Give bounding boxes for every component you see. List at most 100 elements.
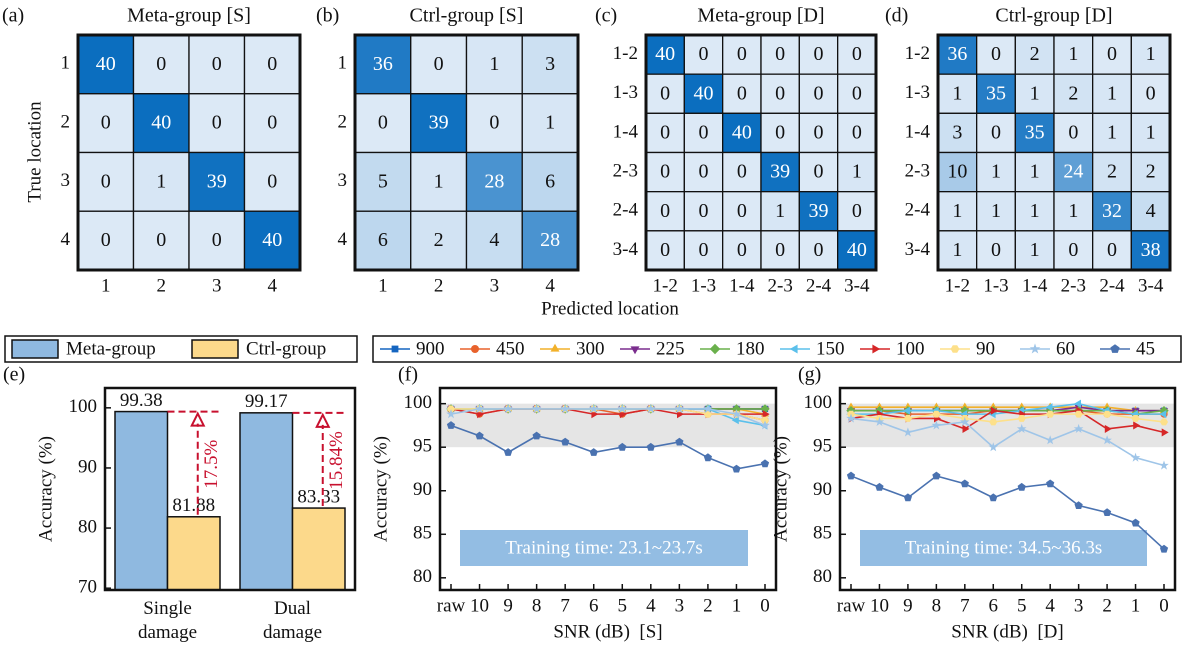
x-tick-label: Dual damage [263,598,322,643]
cell [937,230,978,271]
cell [722,112,762,154]
marker [731,416,739,425]
y-tick-label: 90 [413,479,432,500]
chart-title: Meta-group [D] [697,5,824,27]
x-tick-label: 1-2 [945,275,970,296]
marker [588,403,599,413]
marker [846,471,856,480]
y-tick-label: 80 [78,516,97,537]
marker [1074,399,1081,408]
marker [875,402,884,410]
x-tick-label: 3 [1074,595,1084,616]
note: Training time: 23.1~23.7s [505,537,702,558]
cell-label: 0 [1107,43,1117,65]
marker [931,420,942,430]
x-tick-label: 2-3 [1061,275,1086,296]
cell-label: 0 [699,161,709,183]
marker [618,442,627,451]
marker [903,415,912,422]
y-axis-label: Accuracy (%) [370,436,391,542]
marker [447,405,455,413]
marker [761,416,769,424]
cell-label: 0 [852,200,862,222]
frame [76,33,302,272]
cell-label: 1 [1030,200,1040,222]
y-tick-label: 1-2 [613,43,638,64]
y-tick-label: 3-4 [613,239,639,260]
frame [936,33,1172,272]
marker [503,403,513,413]
cell-label: 36 [947,43,967,65]
cell-label: 2 [1107,161,1117,183]
marker [903,427,913,437]
y-tick-label: 3 [61,170,71,191]
marker [646,442,655,451]
x-tick-label: raw [837,595,866,616]
cell-label: 40 [655,43,675,65]
marker [391,345,399,353]
panel-label: (b) [316,5,339,27]
cell-label: 3 [545,53,555,75]
x-tick-label: 3-4 [844,275,870,296]
cell [188,210,246,271]
marker [872,344,881,354]
cell [1014,73,1055,114]
y-tick-label: 2-3 [905,160,930,181]
cell-label: 0 [378,112,388,134]
legend-swatch [191,339,239,359]
cell [521,151,579,212]
cell-label: 40 [847,239,867,261]
marker [760,420,770,430]
marker [446,409,456,419]
marker [646,403,656,413]
cell-label: 0 [699,200,709,222]
marker [960,479,969,488]
marker [950,345,960,353]
cell-label: 0 [699,43,709,65]
cell [760,230,800,271]
x-tick-label: 1-4 [729,275,755,296]
cell-label: 0 [814,161,824,183]
x-axis-label: SNR (dB) [D] [951,621,1063,642]
chart-title: Ctrl-group [S] [410,5,524,27]
cell-label: 0 [434,53,444,75]
cell-label: 0 [737,43,747,65]
x-tick-label: 1-3 [983,275,1008,296]
legend-label: 225 [656,338,685,359]
marker [903,406,911,415]
marker [589,448,598,456]
x-tick-label: 2 [157,275,167,296]
cell [1092,191,1132,232]
note-box [460,530,748,566]
y-tick-label: 2 [61,111,71,132]
x-tick-label: 6 [589,595,599,616]
value-label: 99.17 [245,391,288,412]
panel-label: (e) [3,364,25,386]
cell [410,151,468,212]
y-tick-label: 90 [78,456,97,477]
x-tick-label: 1-3 [691,275,716,296]
cell-label: 0 [156,53,166,75]
cell [132,210,190,271]
cell-label: 0 [101,170,111,192]
legend-label: 180 [736,338,765,359]
cell [188,93,246,154]
cell [1092,112,1132,154]
y-tick-label: 95 [413,436,432,457]
cell [188,34,246,95]
x-tick-label: 4 [1045,595,1055,616]
cell [410,93,468,154]
x-tick-label: 0 [1159,595,1169,616]
cell-label: 0 [660,161,670,183]
marker [1017,482,1026,491]
cell-label: 1 [1068,43,1078,65]
panel-label: (a) [2,5,24,27]
frame [353,33,580,272]
cell-label: 0 [1146,82,1156,104]
marker [1104,424,1112,433]
x-tick-label: 3 [212,275,222,296]
marker [1045,403,1053,412]
y-tick-label: 2-4 [905,200,931,221]
marker [874,416,885,426]
cell-label: 3 [952,122,962,144]
